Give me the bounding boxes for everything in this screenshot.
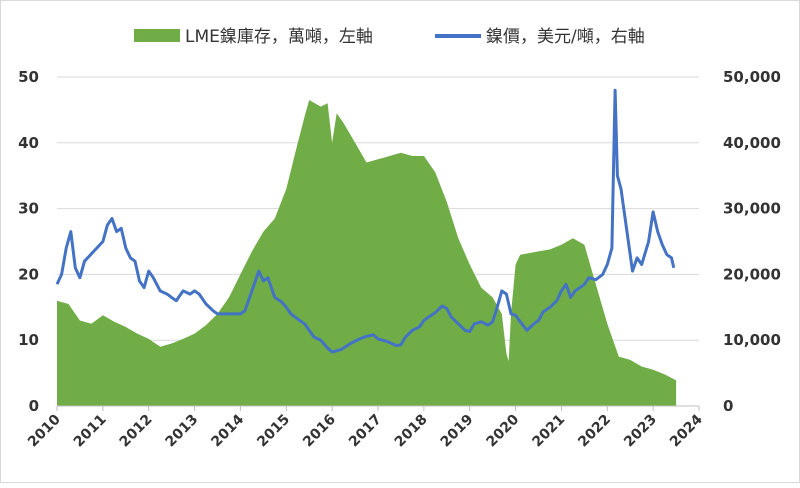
- x-tick-label: 2013: [163, 412, 202, 451]
- x-tick-label: 2017: [346, 412, 385, 451]
- x-tick-label: 2020: [484, 411, 523, 450]
- inventory-area: [57, 100, 677, 406]
- y-right-tick-label: 10,000: [723, 331, 781, 349]
- legend-swatch-inventory: [134, 29, 180, 42]
- y-left-tick-label: 20: [18, 265, 39, 283]
- legend-label-inventory: LME鎳庫存，萬噸，左軸: [185, 27, 373, 47]
- x-tick-label: 2019: [438, 412, 477, 451]
- x-tick-label: 2014: [208, 411, 247, 450]
- inventory-area-layer: [57, 100, 677, 406]
- y-left-tick-label: 50: [18, 68, 39, 86]
- x-tick-label: 2018: [392, 412, 431, 451]
- x-tick-label: 2011: [71, 412, 110, 451]
- x-tick-label: 2022: [575, 412, 614, 451]
- y-right-tick-label: 40,000: [723, 134, 781, 152]
- y-left-tick-label: 0: [29, 397, 39, 415]
- x-tick-label: 2021: [529, 412, 568, 451]
- x-tick-label: 2015: [254, 412, 293, 451]
- x-tick-label: 2023: [621, 412, 660, 451]
- price-line-layer: [55, 88, 676, 354]
- x-tick-label: 2012: [117, 412, 156, 451]
- y-right-tick-label: 0: [723, 397, 733, 415]
- legend-label-price: 鎳價，美元/噸，右軸: [486, 27, 645, 47]
- y-right-tick-label: 20,000: [723, 265, 781, 283]
- y-left-tick-label: 30: [18, 200, 39, 218]
- price-line: [55, 88, 676, 354]
- y-left-tick-label: 10: [18, 331, 39, 349]
- x-tick-label: 2010: [25, 411, 64, 450]
- x-tick-label: 2024: [667, 411, 706, 450]
- legend: LME鎳庫存，萬噸，左軸 鎳價，美元/噸，右軸: [134, 27, 645, 47]
- y-left-tick-label: 40: [18, 134, 39, 152]
- x-tick-label: 2016: [300, 412, 339, 451]
- y-right-tick-label: 30,000: [723, 200, 781, 218]
- y-right-tick-label: 50,000: [723, 68, 781, 86]
